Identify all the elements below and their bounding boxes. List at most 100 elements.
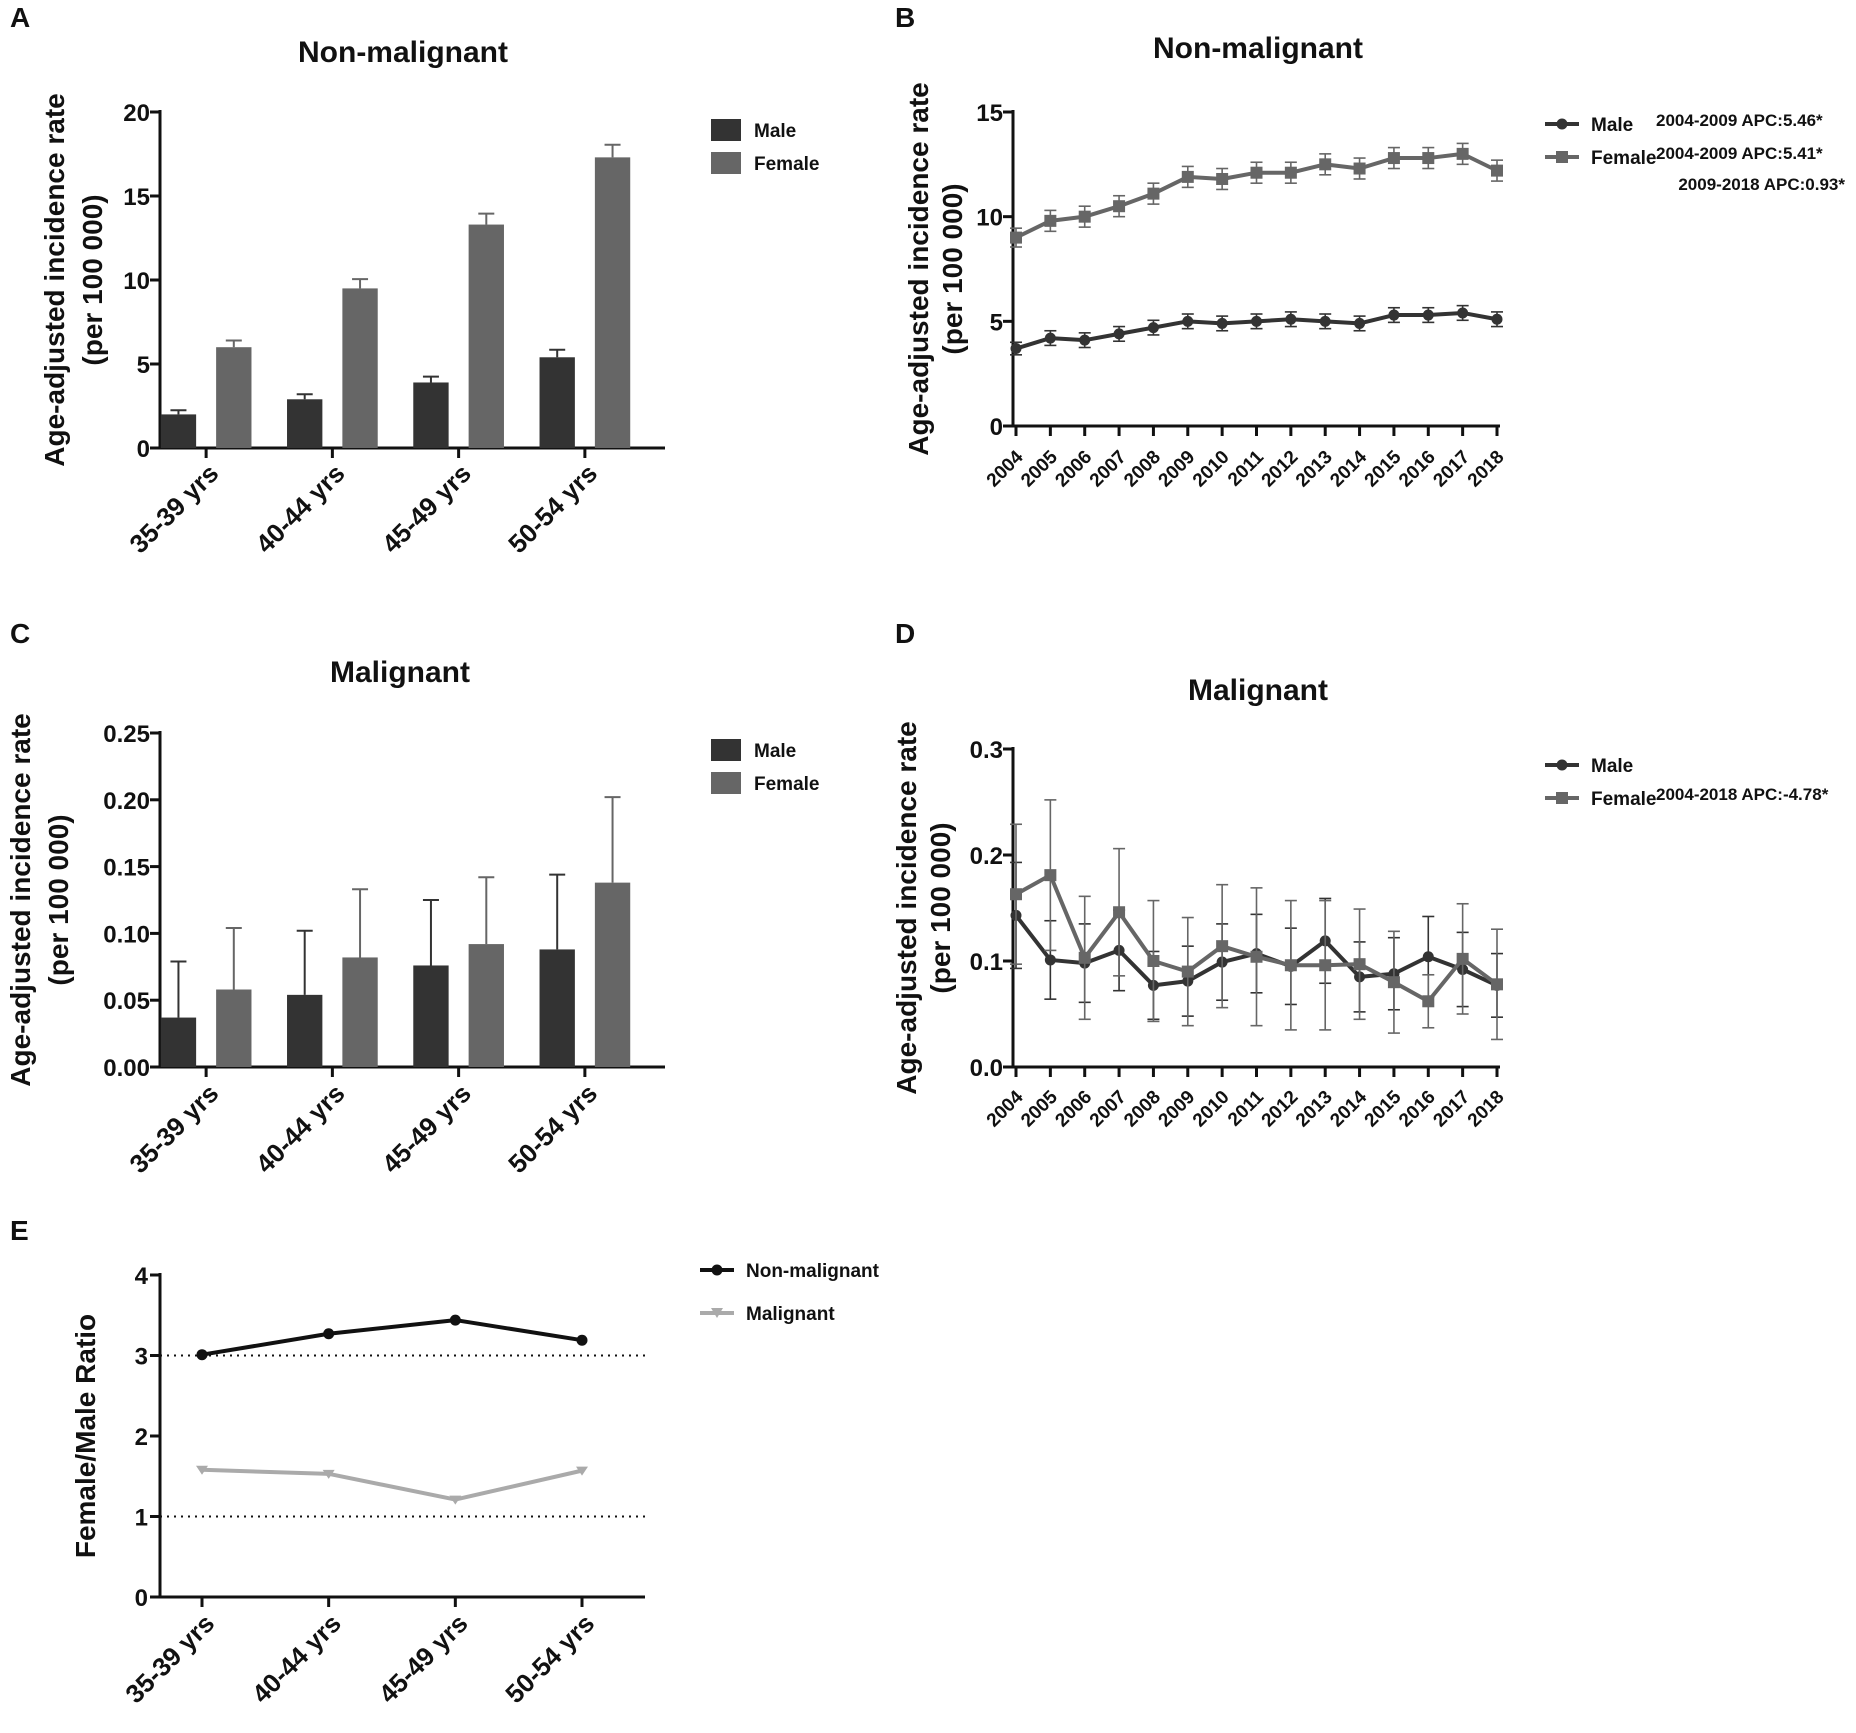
bar-female — [594, 157, 631, 449]
x-tick-label: 45-49 yrs — [373, 1608, 474, 1709]
y-axis-label-secondary: (per 100 000) — [43, 814, 74, 985]
legend-item-female: Female — [711, 152, 819, 175]
legend-label: Male — [1591, 756, 1633, 777]
x-tick-label: 40-44 yrs — [246, 1608, 347, 1709]
x-tick-label: 2011 — [1224, 1086, 1268, 1130]
x-tick-label: 2011 — [1224, 446, 1268, 490]
bar-female — [468, 224, 504, 448]
data-point — [1491, 164, 1503, 177]
panel-b: B Non-malignant Age-adjusted incidence rat… — [895, 2, 1845, 491]
data-point — [576, 1466, 588, 1476]
data-point — [1422, 995, 1435, 1008]
panel-e: E Female/Male Ratio 0 1 2 3 4 35-39 yrs 40-44 yr… — [10, 1215, 880, 1709]
legend-item-non-malignant: Non-malignant — [700, 1261, 880, 1282]
x-tick-label: 35-39 yrs — [123, 458, 224, 559]
legend-item-female: Female 2004-2018 APC:-4.78* — [1545, 785, 1829, 810]
apc-annotation: 2009-2018 APC:0.93* — [1678, 175, 1845, 194]
x-tick-label: 2015 — [1361, 1086, 1406, 1131]
data-point — [1250, 166, 1263, 179]
data-point — [1285, 313, 1297, 325]
data-point — [1353, 162, 1366, 175]
data-point — [1491, 978, 1503, 991]
legend-item-male: Male — [1545, 756, 1633, 777]
y-axis-label-secondary: (per 100 000) — [937, 183, 968, 354]
x-tick-label: 2005 — [1017, 446, 1062, 491]
bar-male — [539, 357, 575, 448]
x-tick-label: 2010 — [1189, 1087, 1234, 1132]
data-point — [1147, 955, 1160, 967]
data-point — [1113, 328, 1125, 340]
legend-item-female: Female 2004-2009 APC:5.41* 2009-2018 APC:0… — [1545, 144, 1845, 194]
data-point — [449, 1314, 461, 1326]
y-tick-label: 0.10 — [103, 921, 150, 948]
bar-male — [287, 994, 323, 1067]
legend-item-female: Female — [711, 772, 819, 795]
legend-marker — [1556, 792, 1568, 804]
x-tick-label: 2012 — [1258, 1087, 1303, 1132]
data-point — [1387, 976, 1400, 989]
panel-c: C Malignant Age-adjusted incidence rate (pe… — [5, 618, 819, 1179]
x-tick-label: 2018 — [1464, 447, 1509, 492]
data-point — [1010, 343, 1022, 355]
y-tick-label: 0.0 — [970, 1055, 1003, 1082]
x-tick-label: 2009 — [1155, 1087, 1200, 1132]
data-point — [1284, 166, 1297, 179]
x-tick-label: 2006 — [1052, 1087, 1097, 1132]
y-tick-label: 15 — [123, 184, 150, 211]
data-point — [1044, 214, 1057, 227]
y-tick-label: 10 — [976, 205, 1003, 232]
x-tick-label: 2005 — [1017, 1086, 1062, 1131]
series-line-non-malignant — [201, 1318, 583, 1357]
apc-annotation: 2004-2018 APC:-4.78* — [1656, 785, 1829, 804]
legend-swatch — [711, 772, 741, 794]
data-point — [1319, 959, 1332, 972]
y-axis-label: Female/Male Ratio — [70, 1314, 101, 1558]
data-point — [323, 1328, 335, 1340]
y-axis-label: Age-adjusted incidence rate — [891, 721, 922, 1094]
data-point — [1078, 210, 1091, 223]
data-point — [1216, 940, 1229, 953]
panel-letter: E — [10, 1215, 29, 1246]
data-point — [1354, 317, 1366, 329]
apc-annotation: 2004-2009 APC:5.41* — [1656, 144, 1823, 163]
data-point — [1422, 951, 1434, 963]
bar-female — [468, 944, 504, 1067]
data-point — [1181, 170, 1194, 183]
legend-swatch — [711, 119, 741, 141]
x-tick-label: 35-39 yrs — [119, 1608, 220, 1709]
data-point — [196, 1465, 208, 1475]
legend-label: Male — [754, 741, 796, 762]
legend-marker — [1556, 118, 1568, 130]
data-point — [1044, 332, 1056, 344]
legend-label: Female — [754, 154, 819, 175]
y-tick-label: 10 — [123, 268, 150, 295]
apc-annotation: 2004-2009 APC:5.46* — [1656, 111, 1823, 130]
legend-marker — [1556, 151, 1568, 163]
y-tick-label: 0 — [990, 414, 1003, 441]
data-point — [1387, 152, 1400, 165]
data-point — [1353, 958, 1366, 971]
x-tick-label: 2009 — [1155, 447, 1200, 492]
data-point — [449, 1495, 462, 1505]
data-point — [1251, 315, 1262, 327]
y-axis-label-secondary: (per 100 000) — [77, 194, 108, 365]
legend-swatch — [711, 152, 741, 174]
legend-swatch — [711, 739, 741, 761]
legend-item-male: Male 2004-2009 APC:5.46* — [1545, 111, 1823, 136]
x-tick-label: 2013 — [1292, 447, 1337, 492]
y-tick-label: 2 — [135, 1424, 148, 1451]
x-tick-label: 2017 — [1429, 1087, 1474, 1132]
y-tick-label: 3 — [135, 1344, 148, 1371]
y-tick-label: 15 — [976, 100, 1003, 127]
y-tick-label: 0.05 — [103, 988, 150, 1015]
x-tick-label: 2014 — [1326, 446, 1371, 491]
x-tick-label: 40-44 yrs — [250, 1078, 351, 1179]
legend-item-malignant: Malignant — [700, 1304, 835, 1325]
data-point — [1250, 950, 1263, 963]
panel-d: D Malignant Age-adjusted incidence rate (pe… — [891, 618, 1829, 1131]
x-tick-label: 2012 — [1258, 447, 1303, 492]
data-point — [1422, 309, 1434, 321]
y-tick-label: 4 — [135, 1263, 149, 1290]
bar-male — [413, 965, 449, 1067]
